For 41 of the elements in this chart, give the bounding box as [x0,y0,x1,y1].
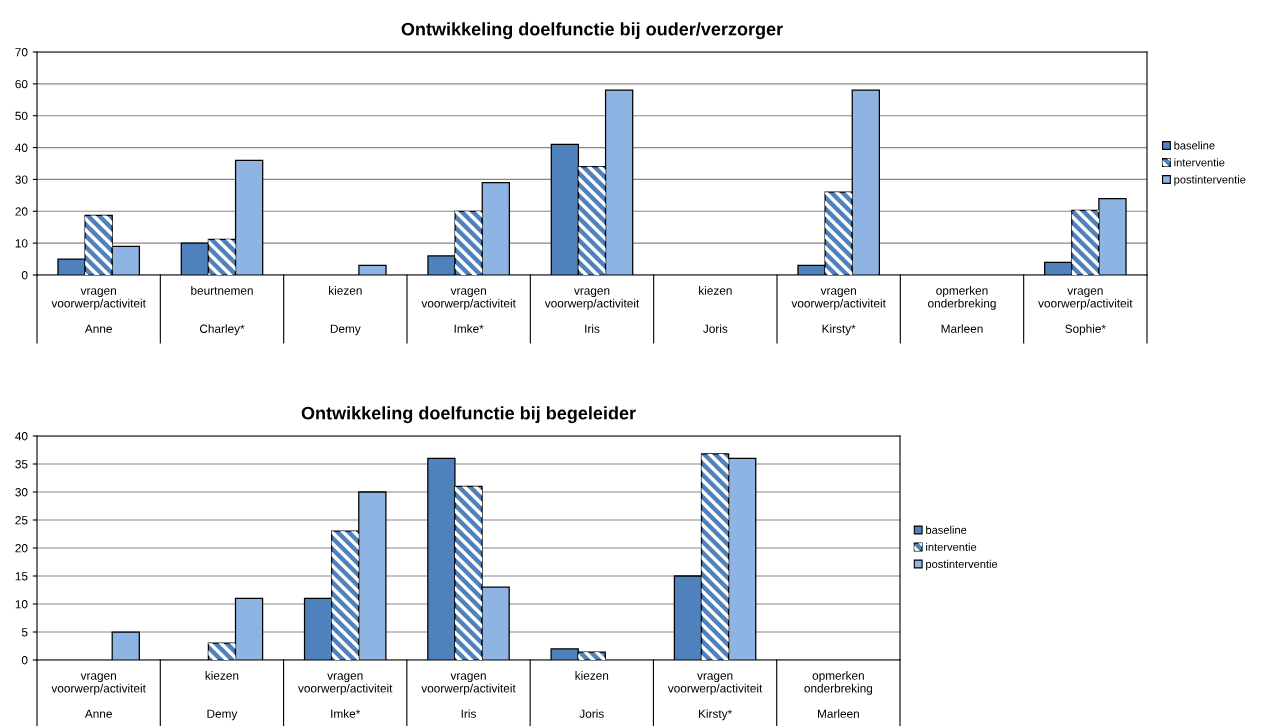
y-tick-label: 0 [21,271,28,280]
category-label: vragen voorwerp/activiteit Iris [421,673,516,718]
legend-label: postinterventie [926,559,998,571]
y-tick-label: 15 [15,572,28,581]
category-label: opmerken onderbreking Marleen [804,671,873,718]
category-label: opmerken onderbreking Marleen [928,286,996,333]
chart-title: Ontwikkeling doelfunctie bij begeleider [301,406,636,424]
y-tick-label: 25 [15,516,28,525]
y-tick-label: 60 [15,79,28,89]
category-label: beurtnemen Charley* [191,286,253,336]
y-tick-label: 20 [15,207,28,216]
y-tick-label: 40 [15,432,28,441]
category-label: kiezen Demy [205,671,239,721]
y-tick-label: 10 [15,600,28,609]
y-tick-label: 20 [15,544,28,553]
y-tick-label: 40 [15,143,28,152]
legend-label: baseline [1174,141,1215,150]
category-label: kiezen Joris [575,671,609,718]
category-label: vragen voorwerp/activiteit Kirsty* [791,288,886,336]
category-label: vragen voorwerp/activiteit Imke* [421,288,516,333]
y-tick-label: 70 [15,48,28,57]
legend-label: interventie [926,542,977,551]
y-tick-label: 50 [15,111,28,121]
y-tick-label: 30 [15,175,28,184]
category-label: vragen voorwerp/activiteit Imke* [298,673,393,718]
category-label: kiezen Demy [329,286,362,336]
legend-label: interventie [1174,158,1225,167]
category-label: vragen voorwerp/activiteit Anne [51,288,146,333]
chart-title: Ontwikkeling doelfunctie bij ouder/verzorger [401,22,783,40]
category-label: vragen voorwerp/activiteit Anne [51,673,146,718]
category-label: kiezen Joris [699,286,732,333]
y-tick-label: 35 [15,460,28,469]
legend-label: postinterventie [1174,175,1246,186]
category-label: vragen voorwerp/activiteit Sophie* [1038,288,1133,336]
y-tick-label: 0 [21,656,28,665]
legend-label: baseline [926,525,967,534]
category-label: vragen voorwerp/activiteit Kirsty* [667,673,763,721]
y-tick-label: 30 [15,488,28,497]
y-tick-label: 5 [21,628,28,637]
y-tick-label: 10 [15,239,28,248]
category-label: vragen voorwerp/activiteit Iris [544,288,640,333]
